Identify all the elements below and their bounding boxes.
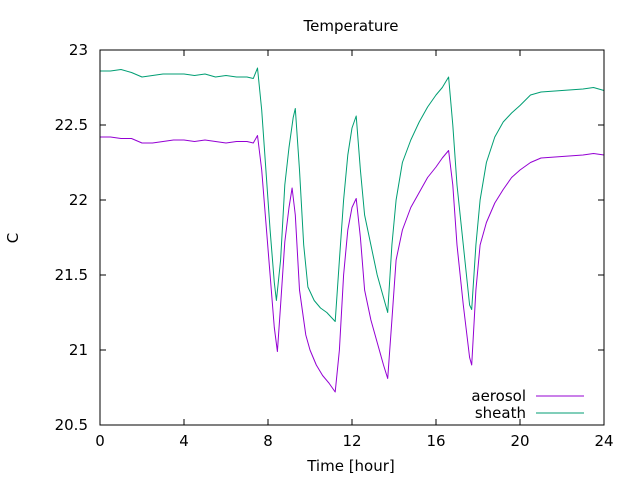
x-tick-label: 4 — [179, 432, 189, 450]
legend-label-aerosol: aerosol — [471, 387, 526, 405]
y-tick-label: 22 — [69, 191, 88, 209]
plot-frame — [99, 49, 605, 426]
y-tick-label: 22.5 — [55, 116, 88, 134]
series-line-sheath — [100, 67, 605, 322]
x-tick-label: 12 — [342, 432, 361, 450]
x-axis-label: Time [hour] — [306, 457, 395, 475]
x-tick-label: 24 — [594, 432, 613, 450]
axis-ticks: 0 4 8 12 16 20 24 20.5 21 21.5 22 22.5 23 — [55, 41, 614, 450]
x-tick-label: 0 — [95, 432, 105, 450]
y-tick-label: 23 — [69, 41, 88, 59]
y-tick-label: 21 — [69, 341, 88, 359]
series-line-aerosol — [100, 135, 605, 393]
plot-lines — [100, 67, 605, 393]
legend-label-sheath: sheath — [475, 404, 526, 422]
x-tick-label: 16 — [426, 432, 445, 450]
y-tick-label: 21.5 — [55, 266, 88, 284]
y-tick-label: 20.5 — [55, 416, 88, 434]
chart-title: Temperature — [302, 17, 398, 35]
x-tick-label: 8 — [263, 432, 273, 450]
y-axis-label: C — [4, 233, 22, 243]
x-tick-label: 20 — [510, 432, 529, 450]
